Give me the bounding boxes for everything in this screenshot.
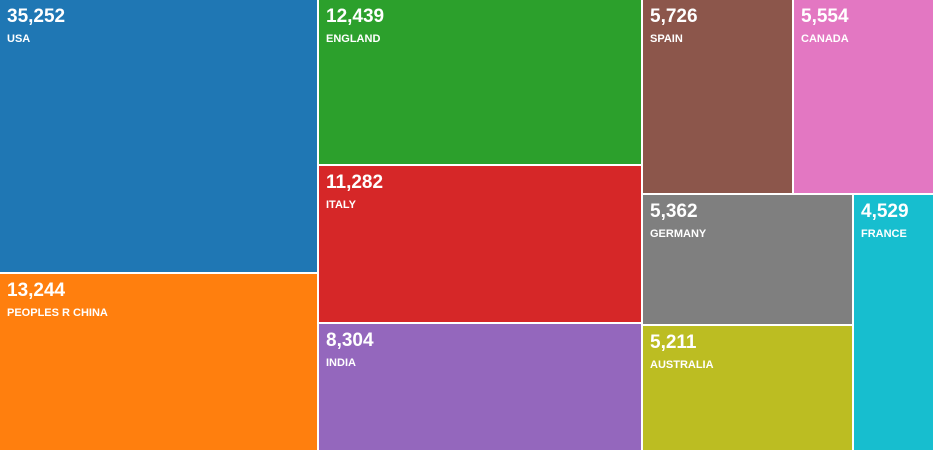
treemap-value-label: 13,244 bbox=[7, 280, 66, 301]
treemap-value-label: 35,252 bbox=[7, 6, 66, 27]
treemap-category-label: CANADA bbox=[801, 33, 849, 45]
treemap-category-label: PEOPLES R CHINA bbox=[7, 307, 108, 319]
treemap-cell-peoples-r-china: 13,244 PEOPLES R CHINA bbox=[0, 274, 317, 450]
treemap-category-label: FRANCE bbox=[861, 228, 907, 240]
treemap-cell-england: 12,439 ENGLAND bbox=[319, 0, 641, 164]
treemap-category-label: ENGLAND bbox=[326, 33, 381, 45]
treemap-value-label: 12,439 bbox=[326, 6, 385, 27]
treemap-cell-australia: 5,211 AUSTRALIA bbox=[643, 326, 852, 450]
treemap-category-label: ITALY bbox=[326, 199, 356, 211]
treemap-category-label: INDIA bbox=[326, 357, 356, 369]
treemap-value-label: 4,529 bbox=[861, 201, 909, 222]
treemap-cell-india: 8,304 INDIA bbox=[319, 324, 641, 450]
treemap-cell-italy: 11,282 ITALY bbox=[319, 166, 641, 322]
treemap-category-label: SPAIN bbox=[650, 33, 683, 45]
treemap-value-label: 11,282 bbox=[326, 172, 384, 193]
treemap-category-label: USA bbox=[7, 33, 31, 45]
treemap-value-label: 8,304 bbox=[326, 330, 374, 351]
treemap-cell-canada: 5,554 CANADA bbox=[794, 0, 933, 193]
treemap-cell-usa: 35,252 USA bbox=[0, 0, 317, 272]
treemap-value-label: 5,554 bbox=[801, 6, 849, 27]
treemap-cell-france: 4,529 FRANCE bbox=[854, 195, 933, 450]
treemap-cell-spain: 5,726 SPAIN bbox=[643, 0, 792, 193]
treemap-value-label: 5,362 bbox=[650, 201, 698, 222]
treemap-category-label: AUSTRALIA bbox=[650, 359, 714, 371]
treemap-cell-germany: 5,362 GERMANY bbox=[643, 195, 852, 324]
treemap-value-label: 5,211 bbox=[650, 332, 697, 353]
treemap-value-label: 5,726 bbox=[650, 6, 698, 27]
treemap-category-label: GERMANY bbox=[650, 228, 707, 240]
